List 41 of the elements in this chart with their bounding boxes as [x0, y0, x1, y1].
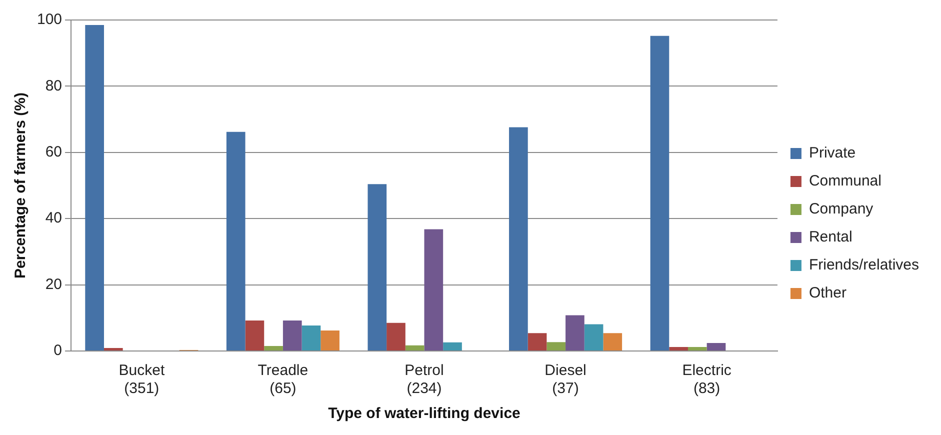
legend-label: Other	[808, 284, 846, 302]
bar	[603, 333, 622, 350]
bar	[386, 322, 406, 350]
bar	[245, 320, 264, 350]
y-tick-label: 60	[45, 144, 62, 161]
bar	[443, 342, 462, 350]
bar	[405, 345, 424, 350]
y-tick-label: 20	[45, 276, 62, 293]
bar	[688, 347, 707, 350]
bar	[669, 347, 688, 350]
bar	[85, 24, 104, 350]
y-tick-label: 80	[45, 77, 62, 94]
bar	[650, 36, 670, 350]
y-tick-label: 100	[36, 11, 62, 28]
bar	[566, 315, 584, 350]
x-tick-label: Diesel (37)	[544, 362, 586, 398]
bar	[264, 346, 283, 350]
x-tick-label: Petrol (234)	[404, 362, 444, 398]
bar	[320, 330, 340, 350]
bar	[528, 333, 547, 350]
bar	[302, 326, 321, 350]
bar	[706, 343, 726, 350]
bar	[546, 342, 566, 350]
y-tick-label: 0	[54, 342, 62, 360]
legend-label: Communal	[808, 172, 882, 190]
x-tick-label: Electric (83)	[682, 362, 732, 398]
legend-label: Friends/relatives	[808, 256, 920, 274]
x-tick-label: Treadle (65)	[258, 362, 308, 398]
bar	[424, 229, 444, 350]
bar	[509, 127, 528, 350]
x-axis-title: Type of water-lifting device	[328, 405, 520, 422]
legend-label: Company	[808, 200, 874, 218]
bar	[282, 320, 302, 350]
bar	[584, 324, 604, 350]
legend-label: Private	[808, 144, 856, 162]
bar	[226, 132, 246, 350]
legend-label: Rental	[808, 228, 852, 246]
y-axis-title: Percentage of farmers (%)	[12, 92, 30, 278]
bar	[368, 184, 387, 350]
x-tick-label: Bucket (351)	[118, 362, 166, 398]
y-tick-label: 40	[45, 210, 62, 227]
